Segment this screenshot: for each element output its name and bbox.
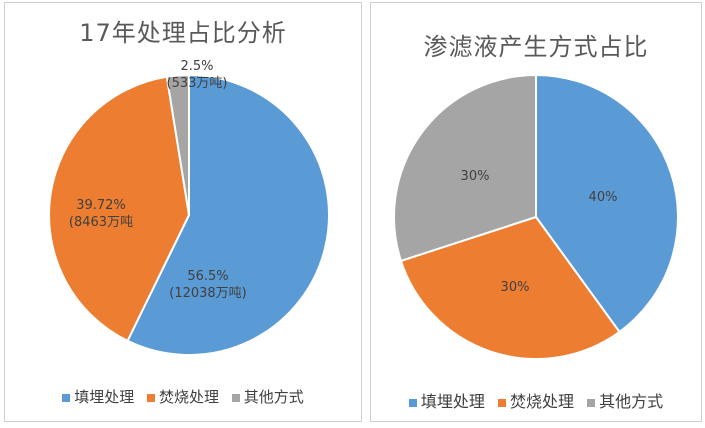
slice-label-3: 30% <box>461 169 490 184</box>
legend-1: 填埋处理 焚烧处理 其他方式 <box>5 386 361 407</box>
slice-label-2: 39.72% <box>76 198 126 213</box>
slice-label-1: 56.5% <box>187 269 228 284</box>
pie-slice-1 <box>535 73 679 334</box>
pie-slice-2 <box>48 75 191 343</box>
legend-label: 其他方式 <box>599 392 664 411</box>
pie-slice-3 <box>165 73 190 216</box>
pie-chart-2: 40% 30% 30% <box>393 73 679 360</box>
legend-swatch <box>587 398 596 407</box>
pie-slice-3 <box>393 73 537 263</box>
pie-chart-1: 56.5% (12038万吨) 39.72% (8463万吨 2.5% (533万吨) <box>48 59 330 356</box>
legend-swatch <box>497 398 506 407</box>
legend-item-incineration: 焚烧处理 <box>146 386 219 407</box>
slice-label-2: 30% <box>501 280 530 295</box>
legend-item-landfill: 填埋处理 <box>408 388 485 412</box>
legend-label: 填埋处理 <box>74 388 135 406</box>
chart-title-2: 渗滤液产生方式占比 <box>423 33 649 61</box>
legend-label: 焚烧处理 <box>509 392 574 411</box>
slice-sublabel-1: (12038万吨) <box>169 286 247 301</box>
legend-swatch <box>146 393 155 402</box>
slice-sublabel-3: (533万吨) <box>167 76 228 91</box>
legend-swatch <box>62 393 71 402</box>
legend-label: 其他方式 <box>243 388 304 406</box>
legend-item-other: 其他方式 <box>231 386 304 407</box>
chart-panel-1: 17年处理占比分析 56.5% (12038万吨) 39.72% (8463万吨 2.5… <box>4 2 362 422</box>
chart-title-1: 17年处理占比分析 <box>79 19 287 47</box>
pie-slice-2 <box>399 215 621 360</box>
legend-swatch <box>408 398 417 407</box>
legend-item-landfill: 填埋处理 <box>62 386 134 407</box>
legend-item-other: 其他方式 <box>587 388 663 412</box>
chart-panel-2: 渗滤液产生方式占比 40% 30% 30% 填埋处理 焚烧处理 其他方式 <box>370 2 702 422</box>
legend-label: 焚烧处理 <box>158 388 219 406</box>
legend-2: 填埋处理 焚烧处理 其他方式 <box>371 388 701 412</box>
legend-label: 填埋处理 <box>420 392 485 411</box>
slice-label-1: 40% <box>589 190 618 205</box>
slice-sublabel-2: (8463万吨 <box>69 215 133 230</box>
slice-label-3: 2.5% <box>180 59 213 74</box>
pie-slice-1 <box>126 73 330 356</box>
legend-item-incineration: 焚烧处理 <box>497 388 574 412</box>
legend-swatch <box>231 393 240 402</box>
